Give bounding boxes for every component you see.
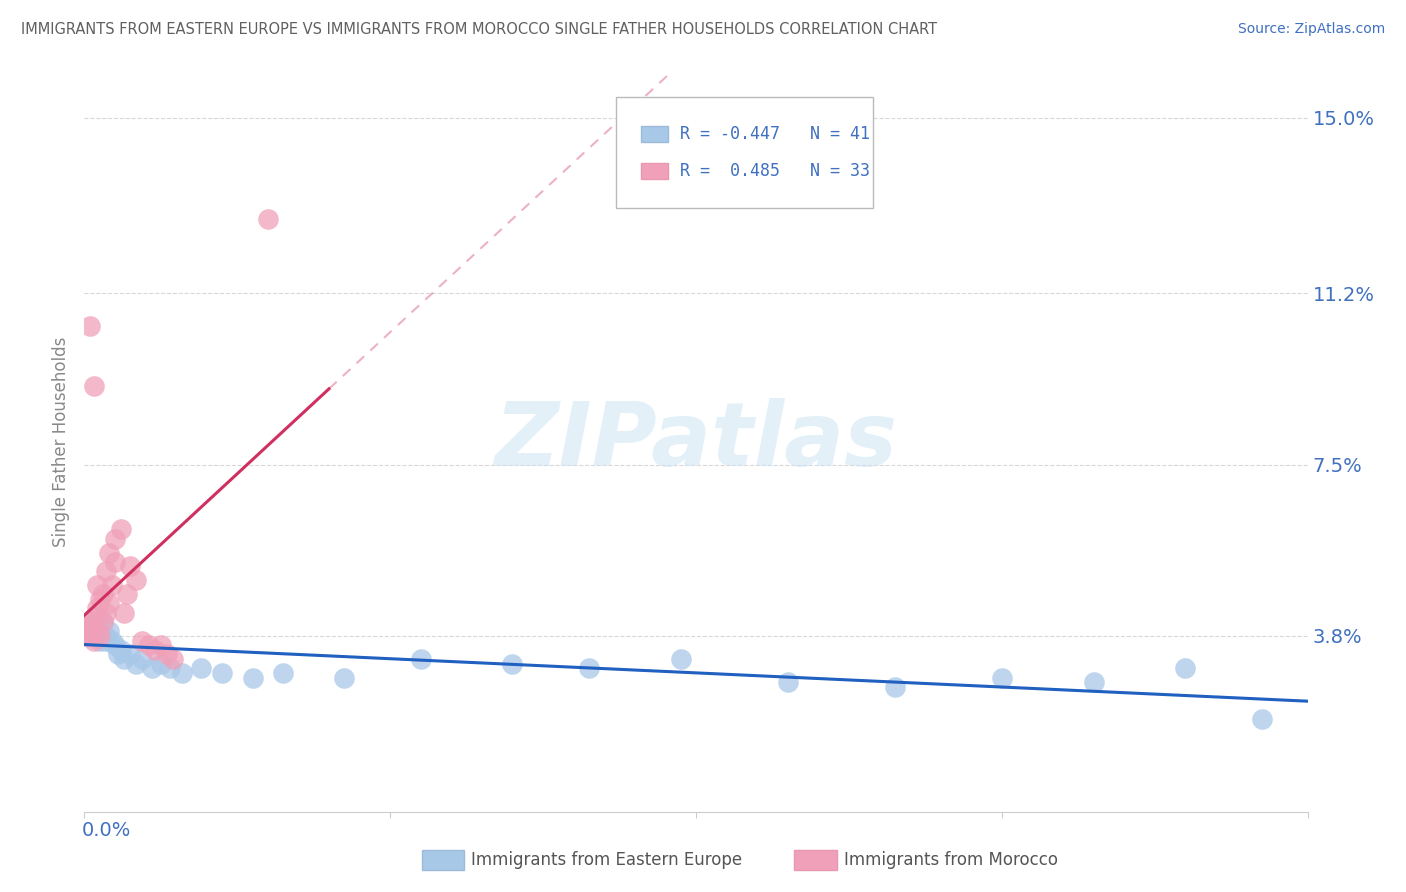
- Point: [86, 624, 108, 639]
- Point: [83, 619, 105, 633]
- Point: [141, 661, 163, 675]
- Point: [131, 633, 153, 648]
- Point: [94, 606, 117, 620]
- Point: [97, 597, 120, 611]
- Point: [257, 212, 280, 227]
- Point: [83, 629, 105, 643]
- Point: [125, 657, 148, 671]
- Point: [1174, 661, 1197, 675]
- Point: [101, 578, 124, 592]
- Point: [76, 629, 98, 643]
- Point: [79, 615, 101, 629]
- Point: [991, 671, 1014, 685]
- Point: [97, 624, 120, 639]
- Point: [86, 624, 108, 639]
- Point: [86, 610, 108, 624]
- Point: [89, 619, 111, 633]
- Point: [776, 675, 799, 690]
- Point: [883, 680, 905, 694]
- Point: [104, 555, 127, 569]
- Text: Immigrants from Eastern Europe: Immigrants from Eastern Europe: [471, 851, 742, 869]
- Point: [156, 648, 179, 662]
- Point: [86, 601, 108, 615]
- Point: [101, 633, 124, 648]
- Point: [91, 615, 114, 629]
- Point: [578, 661, 600, 675]
- Point: [91, 615, 114, 629]
- Point: [89, 591, 111, 606]
- Point: [79, 624, 101, 639]
- Point: [79, 615, 101, 629]
- Point: [104, 532, 127, 546]
- Point: [76, 619, 98, 633]
- Y-axis label: Single Father Households: Single Father Households: [52, 336, 70, 547]
- Point: [79, 629, 101, 643]
- Point: [211, 665, 233, 680]
- Point: [79, 318, 101, 333]
- Point: [159, 661, 181, 675]
- Point: [89, 629, 111, 643]
- Point: [91, 629, 114, 643]
- Point: [242, 671, 264, 685]
- Point: [76, 619, 98, 633]
- Point: [83, 610, 105, 624]
- Point: [1083, 675, 1105, 690]
- Text: Immigrants from Morocco: Immigrants from Morocco: [844, 851, 1057, 869]
- Point: [409, 652, 432, 666]
- FancyBboxPatch shape: [641, 126, 668, 143]
- Point: [104, 638, 127, 652]
- Point: [149, 657, 172, 671]
- Point: [120, 559, 142, 574]
- Text: R = -0.447   N = 41: R = -0.447 N = 41: [681, 125, 870, 144]
- Point: [669, 652, 692, 666]
- FancyBboxPatch shape: [616, 97, 873, 209]
- Point: [91, 587, 114, 601]
- Text: R =  0.485   N = 33: R = 0.485 N = 33: [681, 162, 870, 180]
- Point: [112, 606, 135, 620]
- Point: [83, 379, 105, 393]
- Point: [125, 574, 148, 588]
- Point: [94, 633, 117, 648]
- Text: 0.0%: 0.0%: [82, 821, 131, 839]
- Point: [120, 648, 142, 662]
- Point: [83, 633, 105, 648]
- Point: [107, 648, 129, 662]
- Text: ZIPatlas: ZIPatlas: [495, 398, 897, 485]
- Point: [115, 587, 138, 601]
- Point: [162, 652, 184, 666]
- Point: [86, 578, 108, 592]
- Point: [94, 629, 117, 643]
- Point: [110, 523, 132, 537]
- Point: [190, 661, 212, 675]
- Point: [172, 665, 194, 680]
- Point: [97, 545, 120, 560]
- Point: [143, 642, 166, 657]
- Point: [333, 671, 356, 685]
- FancyBboxPatch shape: [641, 163, 668, 179]
- Point: [110, 642, 132, 657]
- Point: [79, 624, 101, 639]
- Point: [131, 652, 153, 666]
- Point: [112, 652, 135, 666]
- Point: [138, 638, 160, 652]
- Text: Source: ZipAtlas.com: Source: ZipAtlas.com: [1237, 22, 1385, 37]
- Point: [1250, 712, 1272, 726]
- Point: [89, 633, 111, 648]
- Text: IMMIGRANTS FROM EASTERN EUROPE VS IMMIGRANTS FROM MOROCCO SINGLE FATHER HOUSEHOL: IMMIGRANTS FROM EASTERN EUROPE VS IMMIGR…: [21, 22, 938, 37]
- Point: [94, 564, 117, 578]
- Point: [149, 638, 172, 652]
- Point: [271, 665, 294, 680]
- Point: [83, 619, 105, 633]
- Point: [502, 657, 524, 671]
